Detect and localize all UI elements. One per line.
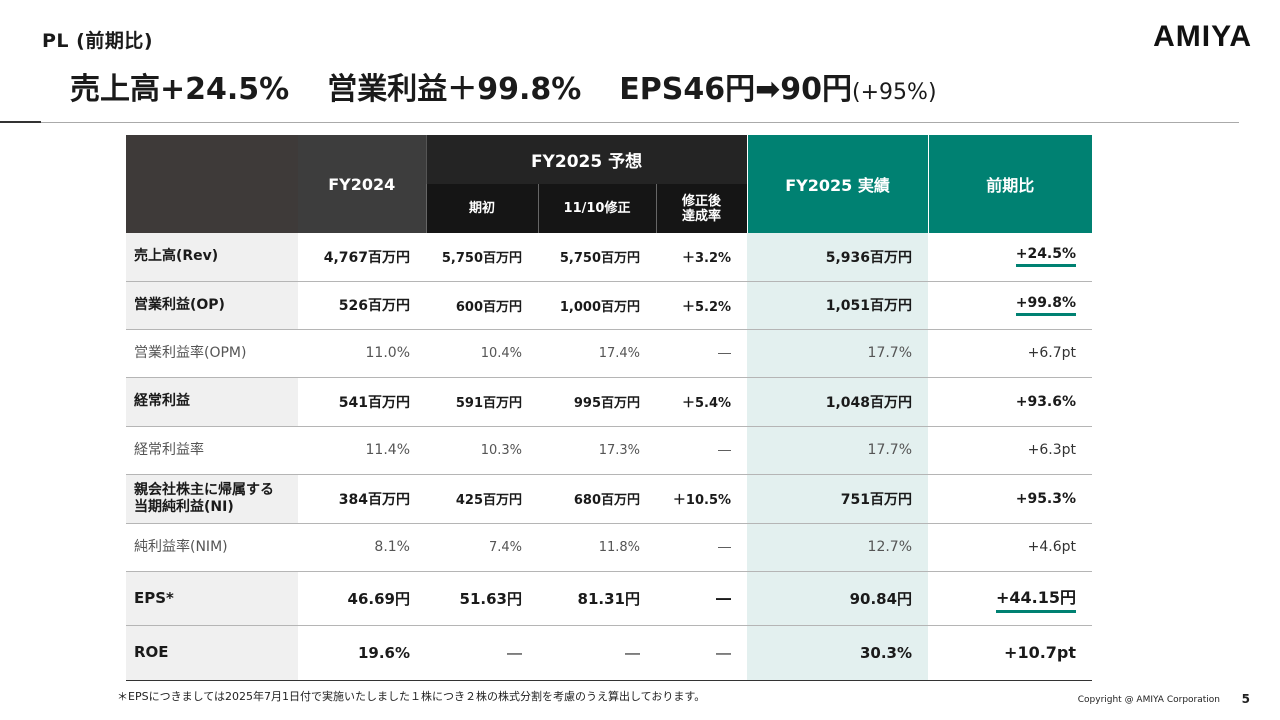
cell-actual: 90.84円 xyxy=(747,571,929,626)
section-title: PL (前期比) xyxy=(42,30,154,52)
cell-initial: 10.4% xyxy=(426,329,538,378)
row-label: 営業利益(OP) xyxy=(126,281,298,330)
amiya-logo: AMIYA xyxy=(1153,20,1252,53)
header-fy2025-actual: FY2025 実績 xyxy=(746,135,929,233)
cell-achievement: ― xyxy=(656,329,748,378)
cell-yoy: +10.7pt xyxy=(928,625,1093,681)
headline-eps-percent: (+95%) xyxy=(852,80,937,105)
cell-yoy: +99.8% xyxy=(928,281,1093,330)
header-achievement: 修正後 達成率 xyxy=(655,184,748,233)
cell-achievement: ＋3.2% xyxy=(656,233,748,282)
cell-fy2024: 384百万円 xyxy=(298,474,426,524)
yoy-highlight: +44.15円 xyxy=(996,584,1077,613)
title-rule-accent xyxy=(0,121,41,123)
cell-initial: 7.4% xyxy=(426,523,538,572)
cell-initial: ― xyxy=(426,625,538,681)
cell-initial: 51.63円 xyxy=(426,571,538,626)
title-rule xyxy=(41,122,1239,123)
yoy-highlight: +99.8% xyxy=(1015,295,1077,316)
cell-initial: 425百万円 xyxy=(426,474,538,524)
cell-revised: 995百万円 xyxy=(538,377,656,427)
cell-yoy: +44.15円 xyxy=(928,571,1093,626)
header-fy2024: FY2024 xyxy=(298,135,426,233)
cell-revised: 81.31円 xyxy=(538,571,656,626)
copyright: Copyright @ AMIYA Corporation xyxy=(1077,695,1220,705)
pl-table: FY2024 FY2025 予想 FY2025 実績 前期比 期初 11/10修… xyxy=(126,135,1093,681)
cell-achievement: ＋5.2% xyxy=(656,281,748,330)
cell-actual: 30.3% xyxy=(747,625,929,681)
cell-actual: 5,936百万円 xyxy=(747,233,929,282)
table-row: 経常利益 541百万円 591百万円 995百万円 ＋5.4% 1,048百万円… xyxy=(126,377,1093,427)
cell-initial: 600百万円 xyxy=(426,281,538,330)
table-row: 親会社株主に帰属する 当期純利益(NI) 384百万円 425百万円 680百万… xyxy=(126,474,1093,524)
cell-revised: ― xyxy=(538,625,656,681)
cell-actual: 1,048百万円 xyxy=(747,377,929,427)
cell-achievement: ― xyxy=(656,426,748,475)
cell-actual: 751百万円 xyxy=(747,474,929,524)
cell-actual: 1,051百万円 xyxy=(747,281,929,330)
header-initial: 期初 xyxy=(425,184,538,233)
cell-fy2024: 19.6% xyxy=(298,625,426,681)
cell-actual: 12.7% xyxy=(747,523,929,572)
cell-fy2024: 11.0% xyxy=(298,329,426,378)
table-row: ROE 19.6% ― ― ― 30.3% +10.7pt xyxy=(126,625,1093,681)
yoy-highlight: +24.5% xyxy=(1015,246,1077,268)
headline-revenue: 売上高+24.5% xyxy=(70,72,290,107)
cell-revised: 11.8% xyxy=(538,523,656,572)
cell-fy2024: 526百万円 xyxy=(298,281,426,330)
cell-revised: 680百万円 xyxy=(538,474,656,524)
header-revised: 11/10修正 xyxy=(537,184,656,233)
page-number: 5 xyxy=(1241,692,1250,706)
header-fy2025-forecast: FY2025 予想 xyxy=(425,135,748,184)
row-label: 純利益率(NIM) xyxy=(126,523,298,572)
headline: 売上高+24.5% 営業利益＋99.8% EPS46円➡90円(+95%) xyxy=(70,64,937,108)
header-yoy: 前期比 xyxy=(927,135,1093,233)
table-row: 営業利益(OP) 526百万円 600百万円 1,000百万円 ＋5.2% 1,… xyxy=(126,281,1093,330)
row-label: 営業利益率(OPM) xyxy=(126,329,298,378)
cell-achievement: ― xyxy=(656,571,748,626)
cell-fy2024: 46.69円 xyxy=(298,571,426,626)
table-row: 純利益率(NIM) 8.1% 7.4% 11.8% ― 12.7% +4.6pt xyxy=(126,523,1093,572)
table-row: EPS* 46.69円 51.63円 81.31円 ― 90.84円 +44.1… xyxy=(126,571,1093,626)
cell-revised: 1,000百万円 xyxy=(538,281,656,330)
header-empty xyxy=(126,135,298,233)
cell-revised: 17.4% xyxy=(538,329,656,378)
cell-achievement: ＋5.4% xyxy=(656,377,748,427)
row-label: EPS* xyxy=(126,571,298,626)
cell-initial: 5,750百万円 xyxy=(426,233,538,282)
row-label: 親会社株主に帰属する 当期純利益(NI) xyxy=(126,474,298,524)
cell-yoy: +93.6% xyxy=(928,377,1093,427)
cell-revised: 5,750百万円 xyxy=(538,233,656,282)
cell-fy2024: 11.4% xyxy=(298,426,426,475)
cell-achievement: ― xyxy=(656,625,748,681)
table-row: 経常利益率 11.4% 10.3% 17.3% ― 17.7% +6.3pt xyxy=(126,426,1093,475)
cell-revised: 17.3% xyxy=(538,426,656,475)
cell-achievement: ― xyxy=(656,523,748,572)
footnote: ＊EPSにつきましては2025年7月1日付で実施いたしました１株につき２株の株式… xyxy=(117,690,706,703)
cell-achievement: ＋10.5% xyxy=(656,474,748,524)
table-row: 売上高(Rev) 4,767百万円 5,750百万円 5,750百万円 ＋3.2… xyxy=(126,233,1093,282)
table-row: 営業利益率(OPM) 11.0% 10.4% 17.4% ― 17.7% +6.… xyxy=(126,329,1093,378)
cell-yoy: +6.7pt xyxy=(928,329,1093,378)
cell-initial: 10.3% xyxy=(426,426,538,475)
cell-yoy: +6.3pt xyxy=(928,426,1093,475)
row-label: ROE xyxy=(126,625,298,681)
headline-operating-profit: 営業利益＋99.8% xyxy=(327,72,582,107)
cell-actual: 17.7% xyxy=(747,426,929,475)
cell-yoy: +4.6pt xyxy=(928,523,1093,572)
headline-eps: EPS46円➡90円 xyxy=(619,72,853,107)
row-label: 経常利益 xyxy=(126,377,298,427)
cell-yoy: +24.5% xyxy=(928,233,1093,282)
cell-fy2024: 8.1% xyxy=(298,523,426,572)
cell-fy2024: 4,767百万円 xyxy=(298,233,426,282)
cell-yoy: +95.3% xyxy=(928,474,1093,524)
row-label: 売上高(Rev) xyxy=(126,233,298,282)
cell-fy2024: 541百万円 xyxy=(298,377,426,427)
row-label: 経常利益率 xyxy=(126,426,298,475)
cell-initial: 591百万円 xyxy=(426,377,538,427)
cell-actual: 17.7% xyxy=(747,329,929,378)
